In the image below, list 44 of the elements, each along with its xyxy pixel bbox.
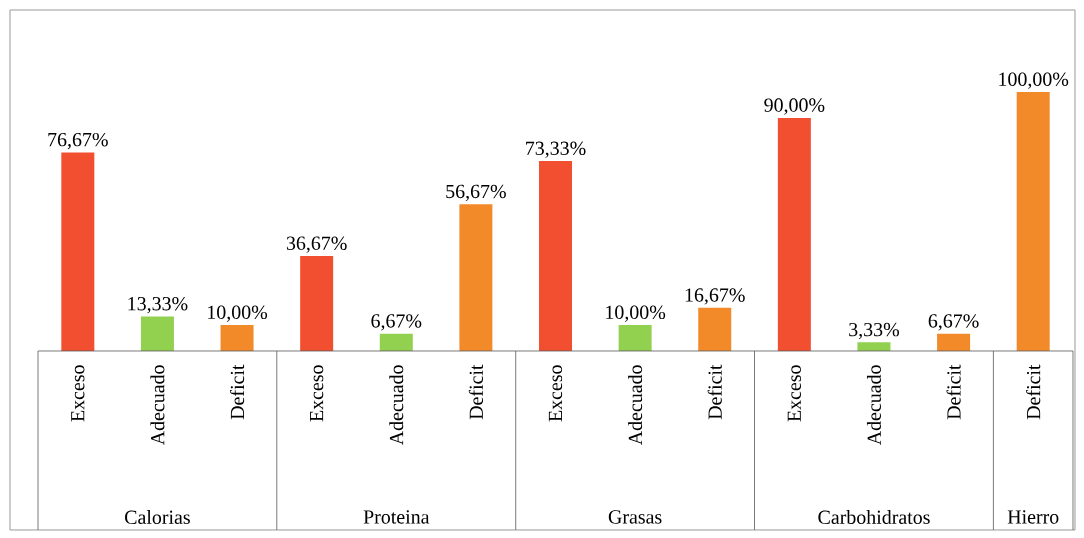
text: Proteina: [363, 510, 430, 524]
x-tick-label: Adecuado: [866, 365, 881, 446]
bar: [698, 307, 732, 351]
data-label: 3,33%: [849, 322, 900, 340]
text: Carbohidratos: [818, 509, 930, 524]
bar: [61, 152, 95, 351]
data-label: 16,67%: [685, 288, 745, 305]
bar: [857, 342, 891, 351]
x-tick-label: Exceso: [71, 365, 85, 422]
data-label: 36,67%: [286, 236, 347, 253]
data-label: 90,00%: [764, 98, 825, 115]
x-tick-label: Deficit: [229, 364, 245, 420]
text: Grasas: [608, 510, 662, 524]
bar: [140, 316, 174, 351]
x-tick-label: Exceso: [310, 365, 324, 422]
data-label: 6,67%: [371, 314, 422, 331]
bar: [777, 117, 811, 351]
bar: [300, 256, 334, 351]
data-label: 10,00%: [208, 305, 268, 322]
x-tick-label: Deficit: [468, 364, 483, 420]
bar: [539, 161, 573, 351]
data-label: 10,00%: [606, 305, 666, 322]
bar: [379, 333, 413, 351]
bar: [1016, 91, 1050, 351]
text: Calorias: [125, 509, 190, 524]
data-label: 6,67%: [928, 314, 979, 331]
bar: [220, 325, 254, 351]
bar: [459, 204, 493, 351]
bar: [618, 325, 652, 351]
text: Hierro: [1007, 510, 1059, 524]
data-label: 76,67%: [48, 132, 108, 150]
bar: [937, 333, 971, 351]
x-tick-label: Exceso: [787, 365, 801, 422]
data-label: 56,67%: [446, 184, 506, 202]
x-tick-label: Exceso: [548, 365, 563, 422]
x-tick-label: Deficit: [1026, 364, 1041, 420]
data-label: 73,33%: [526, 141, 586, 158]
x-tick-label: Adecuado: [150, 365, 165, 446]
x-tick-label: Adecuado: [628, 365, 643, 446]
x-tick-label: Deficit: [707, 364, 722, 420]
data-label: 13,33%: [128, 296, 188, 314]
data-label: 100,00%: [999, 72, 1069, 89]
x-tick-label: Deficit: [946, 364, 961, 420]
x-tick-label: Adecuado: [389, 365, 404, 446]
